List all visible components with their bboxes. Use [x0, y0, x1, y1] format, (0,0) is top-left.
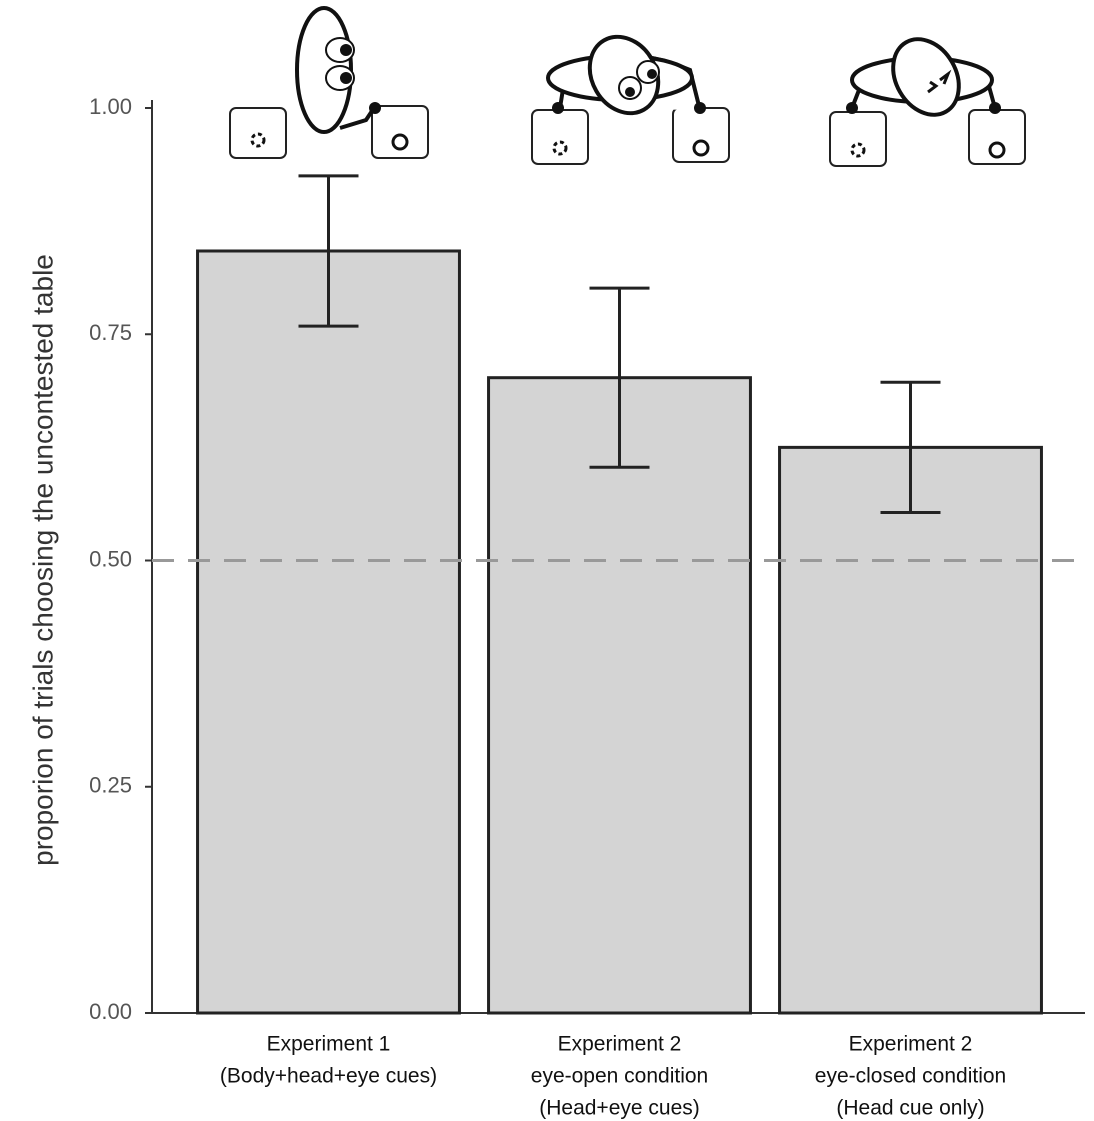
x-tick-label: eye-closed condition [815, 1065, 1006, 1088]
chart: proporion of trials choosing the unconte… [0, 0, 1094, 1121]
x-tick-label: eye-open condition [531, 1065, 708, 1088]
bar [489, 378, 751, 1013]
x-tick-label: (Body+head+eye cues) [220, 1065, 437, 1088]
bar [198, 251, 460, 1013]
y-tick-label: 0.00 [89, 999, 132, 1024]
x-tick-label: Experiment 2 [849, 1033, 973, 1056]
y-tick-label: 0.75 [89, 320, 132, 345]
y-tick-label: 1.00 [89, 94, 132, 119]
bar [780, 447, 1042, 1013]
x-tick-label: Experiment 2 [558, 1033, 682, 1056]
x-tick-label: (Head+eye cues) [539, 1097, 700, 1120]
x-tick-label: Experiment 1 [267, 1033, 391, 1056]
icon-experiment-1 [230, 8, 428, 158]
y-tick-label: 0.50 [89, 546, 132, 571]
y-tick-label: 0.25 [89, 773, 132, 798]
icon-experiment-2-closed [830, 27, 1025, 166]
y-axis-label: proporion of trials choosing the unconte… [27, 254, 58, 866]
icon-experiment-2-open [532, 24, 729, 164]
x-tick-label: (Head cue only) [836, 1097, 984, 1120]
